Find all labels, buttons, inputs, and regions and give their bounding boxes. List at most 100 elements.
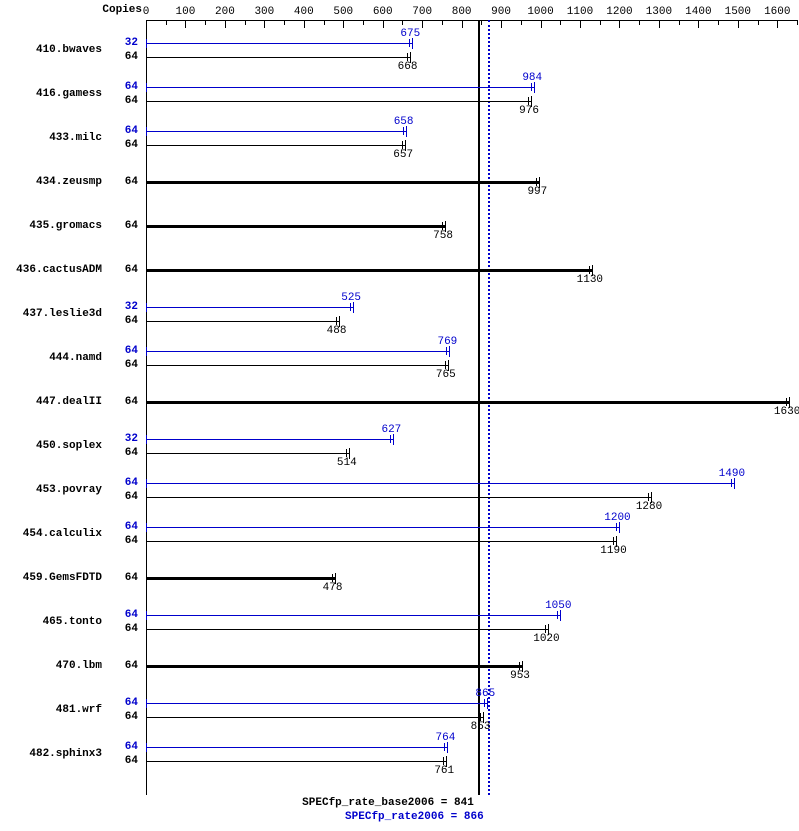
- axis-tick: [600, 20, 601, 25]
- value-label: 1200: [604, 512, 630, 524]
- value-label: 627: [381, 424, 401, 436]
- axis-tick: [738, 20, 739, 28]
- value-label: 1020: [533, 633, 559, 645]
- result-bar: [146, 665, 522, 668]
- bar-start-cap: [146, 435, 147, 444]
- copies-label: 64: [0, 711, 138, 723]
- axis-tick: [402, 20, 403, 25]
- axis-tick: [205, 20, 206, 25]
- result-bar: [146, 577, 335, 580]
- value-label: 769: [437, 336, 457, 348]
- value-label: 997: [527, 186, 547, 198]
- bar-err-tick: [557, 611, 558, 619]
- bar-err-tick: [786, 398, 787, 406]
- axis-tick: [521, 20, 522, 25]
- axis-tick-label: 500: [333, 6, 353, 18]
- value-label: 761: [434, 765, 454, 777]
- value-label: 1130: [577, 274, 603, 286]
- axis-tick-label: 400: [294, 6, 314, 18]
- result-bar: [146, 87, 534, 88]
- bar-start-cap: [146, 127, 147, 136]
- axis-tick: [343, 20, 344, 28]
- bar-err-tick: [407, 53, 408, 61]
- axis-tick: [383, 20, 384, 28]
- result-bar: [146, 269, 592, 272]
- axis-tick: [619, 20, 620, 28]
- plot-left-border: [146, 20, 147, 795]
- copies-label: 32: [0, 37, 138, 49]
- copies-label: 64: [0, 264, 138, 276]
- axis-tick: [659, 20, 660, 28]
- axis-tick: [777, 20, 778, 28]
- bar-err-tick: [480, 713, 481, 721]
- axis-tick: [304, 20, 305, 28]
- value-label: 984: [522, 72, 542, 84]
- axis-tick-label: 1100: [567, 6, 593, 18]
- bar-start-cap: [146, 317, 147, 326]
- copies-label: 64: [0, 220, 138, 232]
- bar-err-tick: [442, 222, 443, 230]
- value-label: 1280: [636, 501, 662, 513]
- axis-tick-label: 200: [215, 6, 235, 18]
- bar-err-tick: [403, 127, 404, 135]
- bar-err-tick: [484, 699, 485, 707]
- axis-tick: [758, 20, 759, 25]
- axis-tick-label: 100: [176, 6, 196, 18]
- bar-start-cap: [146, 39, 147, 48]
- copies-label: 64: [0, 345, 138, 357]
- result-bar: [146, 101, 531, 102]
- value-label: 488: [327, 325, 347, 337]
- bar-start-cap: [146, 222, 147, 231]
- copies-label: 64: [0, 697, 138, 709]
- bar-start-cap: [146, 361, 147, 370]
- bar-err-tick: [616, 523, 617, 531]
- axis-tick-label: 600: [373, 6, 393, 18]
- axis-tick-label: 1200: [606, 6, 632, 18]
- axis-tick: [284, 20, 285, 25]
- result-bar: [146, 527, 619, 528]
- copies-label: 64: [0, 447, 138, 459]
- axis-tick: [481, 20, 482, 25]
- axis-tick: [639, 20, 640, 25]
- bar-start-cap: [146, 625, 147, 634]
- bar-start-cap: [146, 611, 147, 620]
- result-bar: [146, 439, 393, 440]
- axis-tick: [718, 20, 719, 25]
- axis-tick: [422, 20, 423, 28]
- bar-start-cap: [146, 523, 147, 532]
- axis-tick: [225, 20, 226, 28]
- bar-start-cap: [146, 537, 147, 546]
- copies-label: 64: [0, 535, 138, 547]
- axis-tick: [324, 20, 325, 25]
- result-bar: [146, 761, 446, 762]
- bar-err-tick: [648, 493, 649, 501]
- bar-err-tick: [443, 757, 444, 765]
- value-label: 1630: [774, 406, 799, 418]
- axis-tick: [698, 20, 699, 28]
- result-bar: [146, 629, 548, 630]
- result-bar: [146, 307, 353, 308]
- bar-start-cap: [146, 141, 147, 150]
- axis-tick-label: 700: [412, 6, 432, 18]
- result-bar: [146, 747, 447, 748]
- bar-start-cap: [146, 83, 147, 92]
- value-label: 1050: [545, 600, 571, 612]
- bar-start-cap: [146, 662, 147, 671]
- bar-err-tick: [519, 662, 520, 670]
- axis-tick-label: 1500: [725, 6, 751, 18]
- value-label: 675: [400, 28, 420, 40]
- axis-tick-label: 0: [143, 6, 150, 18]
- copies-label: 64: [0, 95, 138, 107]
- axis-tick: [797, 20, 798, 25]
- copies-label: 32: [0, 433, 138, 445]
- result-bar: [146, 401, 789, 404]
- bar-err-tick: [589, 266, 590, 274]
- copies-label: 64: [0, 660, 138, 672]
- value-label: 764: [436, 732, 456, 744]
- copies-label: 64: [0, 315, 138, 327]
- result-bar: [146, 717, 483, 718]
- value-label: 525: [341, 292, 361, 304]
- bar-start-cap: [146, 266, 147, 275]
- axis-tick-label: 300: [254, 6, 274, 18]
- result-bar: [146, 497, 651, 498]
